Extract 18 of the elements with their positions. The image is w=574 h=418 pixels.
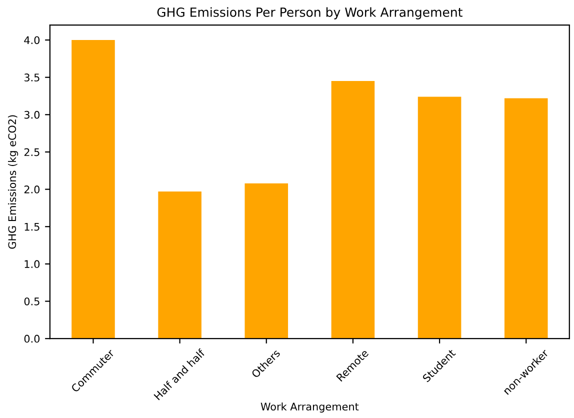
bar	[72, 40, 115, 339]
bar	[158, 192, 202, 339]
chart-title: GHG Emissions Per Person by Work Arrangement	[157, 7, 462, 20]
y-tick-label: 0.5	[24, 297, 40, 306]
y-tick-label: 2.0	[24, 186, 40, 194]
y-tick-label: 4.0	[24, 36, 40, 44]
y-tick-label: 2.5	[24, 148, 40, 156]
y-tick-label: 3.5	[24, 74, 40, 82]
x-axis-title: Work Arrangement	[260, 402, 359, 413]
bar	[418, 96, 462, 339]
bar	[244, 183, 288, 339]
bar	[331, 81, 375, 339]
bar	[504, 98, 548, 339]
y-axis-title: GHG Emissions (kg eCO2)	[8, 115, 18, 249]
y-tick-label: 1.5	[24, 222, 40, 231]
y-tick-label: 0.0	[24, 334, 40, 343]
y-tick-label: 1.0	[24, 260, 40, 268]
y-tick-label: 3.0	[24, 110, 40, 119]
